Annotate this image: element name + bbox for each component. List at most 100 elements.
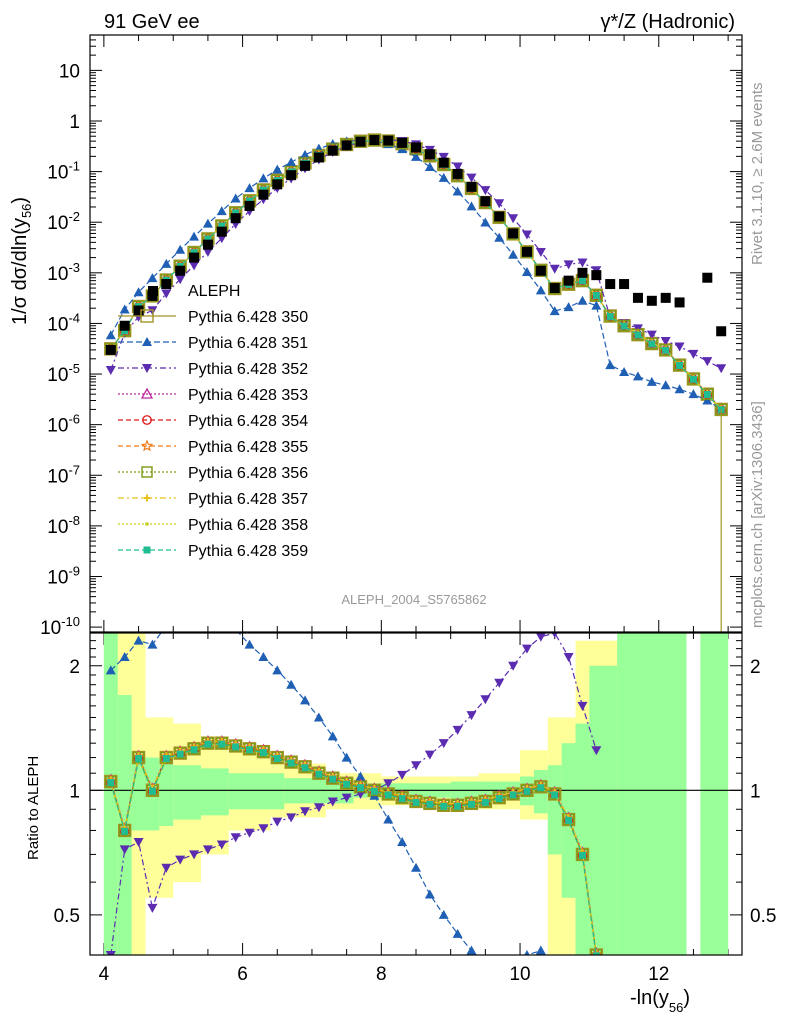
- uncertainty-band-inner: [617, 633, 687, 955]
- data-point: [466, 201, 477, 211]
- data-point: [145, 522, 149, 526]
- y-tick-exponent: -2: [68, 209, 80, 224]
- data-point: [119, 304, 130, 314]
- data-point: [300, 149, 311, 159]
- data-point: [105, 665, 116, 675]
- data-point: [218, 740, 226, 748]
- data-point: [689, 375, 697, 383]
- data-point: [121, 827, 129, 835]
- main-plot-area: [104, 133, 728, 632]
- data-point: [301, 764, 309, 772]
- data-point: [577, 258, 588, 268]
- data-point: [343, 780, 351, 788]
- data-point: [619, 366, 630, 376]
- data-point: [563, 302, 574, 312]
- data-point: [383, 814, 394, 824]
- data-point: [660, 336, 671, 346]
- data-point: [203, 614, 213, 623]
- data-point: [121, 327, 129, 335]
- analysis-id-label: ALEPH_2004_S5765862: [341, 592, 486, 607]
- data-point: [327, 731, 338, 741]
- data-point: [438, 739, 449, 749]
- data-point: [272, 164, 283, 174]
- y-tick-label: 10-4: [47, 310, 80, 335]
- aleph-data-point: [563, 275, 574, 286]
- data-point: [140, 387, 154, 399]
- data-point: [329, 775, 337, 783]
- data-point: [341, 752, 352, 762]
- mc-series-ratio: [107, 740, 600, 955]
- aleph-data-point: [244, 200, 255, 211]
- data-point: [662, 346, 670, 354]
- data-point: [189, 850, 200, 860]
- data-point: [142, 337, 152, 346]
- mc-series-ratio: [105, 633, 602, 955]
- x-tick-label: 6: [237, 964, 248, 985]
- aleph-data-point: [660, 292, 671, 303]
- y-tick-label: 1: [69, 112, 80, 133]
- data-point: [509, 791, 517, 799]
- data-point: [119, 845, 130, 855]
- data-point: [452, 725, 463, 735]
- data-point: [230, 193, 241, 203]
- legend-label: Pythia 6.428 359: [188, 543, 308, 560]
- data-point: [551, 633, 558, 638]
- legend-label: Pythia 6.428 354: [188, 413, 308, 430]
- data-point: [217, 617, 227, 626]
- aleph-data-point: [702, 272, 713, 283]
- data-point: [604, 310, 616, 322]
- data-point: [397, 770, 408, 780]
- data-point: [438, 909, 449, 919]
- data-point: [563, 260, 574, 270]
- data-point: [189, 231, 200, 241]
- data-point: [107, 778, 115, 786]
- data-point: [676, 361, 684, 369]
- ratio-frame: [89, 632, 743, 956]
- data-point: [578, 277, 586, 285]
- legend-label: Pythia 6.428 357: [188, 491, 308, 508]
- data-point: [216, 840, 227, 850]
- main-y-axis-title: 1/σ dσ/dln(y56): [9, 197, 34, 325]
- data-point: [244, 183, 255, 193]
- data-point: [357, 784, 365, 792]
- uncertainty-band-inner: [200, 768, 229, 816]
- data-point: [286, 157, 297, 167]
- header-left: 91 GeV ee: [104, 11, 200, 33]
- data-point: [494, 199, 505, 209]
- rivet-version-label: Rivet 3.1.10, ≥ 2.6M events: [749, 83, 766, 266]
- aleph-data-point: [272, 179, 283, 190]
- aleph-data-point: [591, 270, 602, 281]
- ratio-y-tick-label-right: 1: [750, 781, 761, 802]
- data-point: [508, 214, 519, 224]
- data-point: [142, 415, 152, 425]
- data-point: [244, 639, 255, 649]
- legend-label: Pythia 6.428 352: [188, 361, 308, 378]
- data-point: [688, 389, 699, 399]
- data-point: [524, 950, 530, 955]
- aleph-data-point: [452, 168, 463, 179]
- uncertainty-band-inner: [159, 760, 174, 826]
- data-point: [189, 261, 200, 271]
- data-point: [244, 828, 255, 838]
- data-point: [397, 837, 408, 847]
- data-point: [105, 366, 116, 376]
- y-tick-exponent: -4: [68, 310, 80, 325]
- legend-label: Pythia 6.428 353: [188, 387, 308, 404]
- y-tick-exponent: -7: [68, 462, 80, 477]
- data-point: [424, 889, 435, 899]
- data-point: [618, 320, 630, 332]
- data-point: [466, 711, 477, 721]
- data-point: [494, 959, 504, 968]
- y-tick-label: 10-10: [40, 614, 80, 639]
- data-point: [232, 743, 240, 751]
- ratio-series-line: [110, 741, 597, 955]
- aleph-data-point: [411, 142, 421, 153]
- data-point: [258, 173, 269, 183]
- data-point: [577, 701, 588, 711]
- y-tick-label: 10-3: [47, 260, 80, 285]
- data-point: [202, 247, 213, 257]
- data-point: [521, 230, 532, 240]
- legend-label: Pythia 6.428 350: [188, 309, 308, 326]
- data-point: [535, 247, 546, 257]
